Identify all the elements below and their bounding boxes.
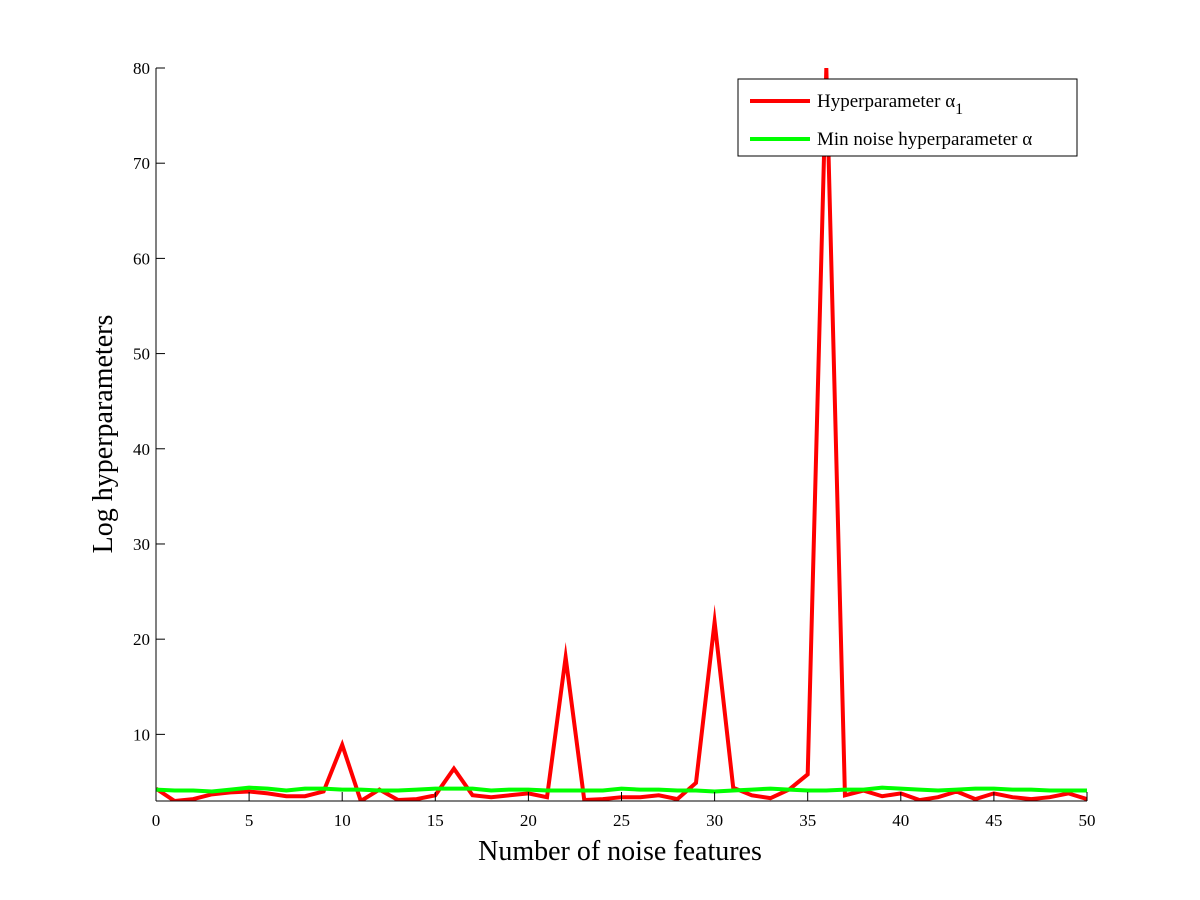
- y-tick-label: 70: [133, 154, 150, 173]
- y-tick-label: 50: [133, 345, 150, 364]
- y-tick-label: 20: [133, 630, 150, 649]
- x-tick-label: 40: [892, 811, 909, 830]
- x-tick-label: 35: [799, 811, 816, 830]
- legend-symbol: α: [1022, 129, 1032, 150]
- legend-name: Hyperparameter: [817, 91, 945, 112]
- series-line-2: [156, 785, 1087, 794]
- plot-area: [156, 68, 1087, 801]
- y-tick-label: 10: [133, 725, 150, 744]
- y-tick-label: 30: [133, 535, 150, 554]
- x-tick-label: 15: [427, 811, 444, 830]
- legend-label-1: Hyperparameter α1: [817, 91, 963, 118]
- y-tick-label: 80: [133, 59, 150, 78]
- y-axis-title: Log hyperparameters: [88, 315, 119, 554]
- axes-layer: 0 5 10 15 20 25 30 35 40 45 50 10 20 30 40 50 60 70 80: [133, 59, 1096, 830]
- x-tick-label: 25: [613, 811, 630, 830]
- x-axis-title: Number of noise features: [478, 836, 762, 867]
- legend-label-2: Min noise hyperparameter α: [817, 129, 1032, 150]
- x-tick-label: 5: [245, 811, 254, 830]
- x-tick-label: 30: [706, 811, 723, 830]
- x-tick-label: 10: [334, 811, 351, 830]
- plot-background: [156, 68, 1087, 801]
- x-tick-label: 50: [1079, 811, 1096, 830]
- legend-symbol: α: [945, 91, 955, 112]
- x-tick-label: 0: [152, 811, 161, 830]
- legend-box: [737, 78, 1078, 157]
- x-tick-label: 20: [520, 811, 537, 830]
- y-tick-label: 60: [133, 249, 150, 268]
- x-tick-label: 45: [985, 811, 1002, 830]
- legend-name: Min noise hyperparameter: [817, 129, 1022, 150]
- legend-subscript: 1: [955, 101, 963, 118]
- y-tick-label: 40: [133, 440, 150, 459]
